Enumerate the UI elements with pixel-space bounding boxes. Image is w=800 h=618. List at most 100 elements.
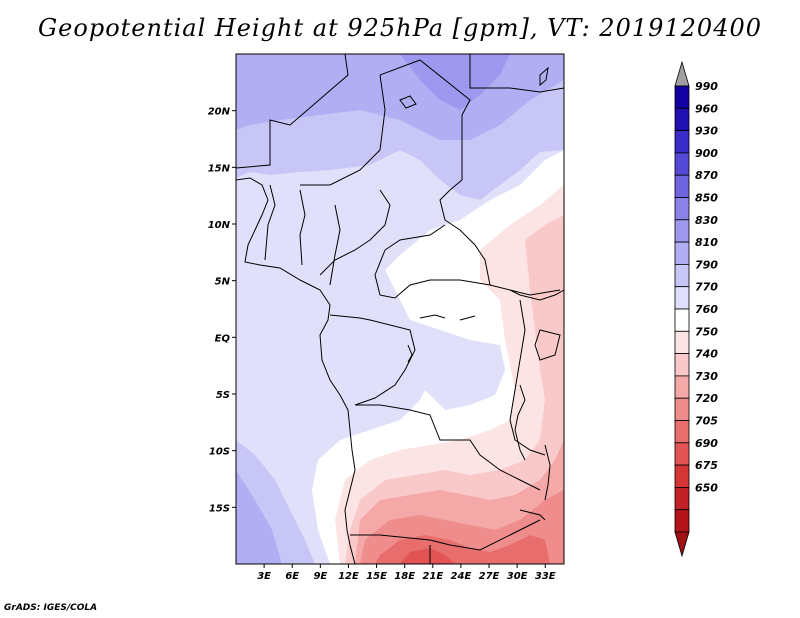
colorbar-swatch xyxy=(674,397,690,421)
colorbar-swatch xyxy=(674,197,690,221)
field-level-690-705 xyxy=(400,548,455,564)
lon-label: 6E xyxy=(285,571,299,582)
colorbar-label: 675 xyxy=(695,459,718,472)
colorbar-swatches xyxy=(674,60,690,558)
river-mark-congo-3 xyxy=(407,344,413,363)
lat-label: 10S xyxy=(209,447,230,458)
border-libya-egypt-sudan xyxy=(469,54,564,93)
border-nigeria-niger xyxy=(319,189,391,276)
colorbar-swatch xyxy=(674,420,690,444)
colorbar-labels: 990 960 930 900 870 850 830 810 790 770 760 750 740 7… xyxy=(695,80,718,494)
field-level-770-790-congo xyxy=(410,320,505,410)
lon-label: 30E xyxy=(507,571,528,582)
colorbar-swatch xyxy=(674,308,690,332)
colorbar-label: 730 xyxy=(695,370,718,383)
border-mauritania-mali xyxy=(236,54,349,169)
colorbar-swatch xyxy=(674,509,690,533)
lat-label: 10N xyxy=(208,220,231,231)
west-africa-coastline xyxy=(236,177,356,564)
colorbar-label: 810 xyxy=(695,236,718,249)
lon-label: 3E xyxy=(257,571,271,582)
colorbar-swatch xyxy=(674,241,690,265)
lat-label: 5S xyxy=(216,390,230,401)
border-chad-car xyxy=(384,224,446,251)
colorbar-label: 870 xyxy=(695,169,718,182)
colorbar-label: 690 xyxy=(695,437,718,450)
map-title: Geopotential Height at 925hPa [gpm], VT:… xyxy=(38,14,762,42)
lake-tanganyika xyxy=(514,384,526,461)
colorbar-swatch xyxy=(674,130,690,154)
border-ivory-ghana xyxy=(299,189,306,266)
lon-label: 9E xyxy=(313,571,327,582)
colorbar-swatch xyxy=(674,107,690,132)
border-ghana-togo-benin xyxy=(329,204,341,286)
colorbar-swatch xyxy=(674,486,690,511)
border-mali-niger xyxy=(300,74,386,186)
border-south-sudan-uganda xyxy=(509,289,564,301)
border-guinea-region xyxy=(264,184,276,261)
lon-label: 15E xyxy=(366,571,387,582)
map-frame xyxy=(235,53,565,565)
colorbar-label: 750 xyxy=(695,325,718,338)
colorbar-label: 760 xyxy=(695,303,718,316)
colorbar-label: 740 xyxy=(695,348,718,361)
lon-label: 18E xyxy=(394,571,415,582)
colorbar-swatch xyxy=(674,442,690,466)
lat-label: 15N xyxy=(208,163,231,174)
colorbar-label: 830 xyxy=(695,214,718,227)
colorbar-label: 705 xyxy=(695,415,718,428)
colorbar-label: 960 xyxy=(695,102,718,115)
lake-malawi xyxy=(544,444,551,501)
lon-label: 12E xyxy=(338,571,359,582)
colorbar-swatch xyxy=(674,330,690,354)
longitude-axis: 3E 6E 9E 12E 15E 18E 21E 24E 27E 30E 33E xyxy=(257,564,556,582)
field-level-830-850 xyxy=(400,54,510,110)
river-mark-congo-2 xyxy=(459,315,476,321)
colorbar-swatch xyxy=(674,464,690,488)
colorbar-label: 930 xyxy=(695,125,718,138)
border-angola-drc-zambia xyxy=(355,404,541,491)
lat-label: 15S xyxy=(209,503,230,514)
latitude-axis: 20N 15N 10N 5N EQ 5S 10S 15S xyxy=(208,107,236,514)
border-car-drc xyxy=(374,249,561,299)
border-angola-namibia xyxy=(350,519,541,551)
zambezi xyxy=(519,509,546,521)
colorbar-swatch xyxy=(674,152,690,176)
coastlines-borders xyxy=(236,54,564,564)
lat-label: 20N xyxy=(208,107,231,118)
colorbar-label: 720 xyxy=(695,392,718,405)
great-lakes-borders xyxy=(509,299,546,456)
lon-label: 24E xyxy=(451,571,472,582)
colorbar-label: 650 xyxy=(695,481,718,494)
lake-mark-north xyxy=(399,95,417,109)
lon-label: 27E xyxy=(479,571,500,582)
border-niger-chad-libya xyxy=(379,59,471,180)
colorbar-swatch xyxy=(674,85,690,109)
colorbar-label: 850 xyxy=(695,192,718,205)
height-field xyxy=(236,54,564,564)
lon-label: 21E xyxy=(422,571,443,582)
field-level-740-750 xyxy=(345,215,564,564)
colorbar-label: 770 xyxy=(695,281,718,294)
colorbar-swatch xyxy=(674,353,690,377)
river-mark-congo-1 xyxy=(419,314,446,319)
colorbar-swatch xyxy=(674,375,690,399)
colorbar-swatch xyxy=(674,219,690,243)
colorbar-swatch xyxy=(674,174,690,198)
nile-delta-mark xyxy=(539,66,549,87)
grads-credit: GrADS: IGES/COLA xyxy=(4,603,98,613)
colorbar-swatch xyxy=(674,286,690,310)
colorbar-arrow-low xyxy=(674,531,690,558)
colorbar-label: 900 xyxy=(695,147,718,160)
colorbar-label: 790 xyxy=(695,258,718,271)
lat-label: 5N xyxy=(215,277,231,288)
border-chad-sudan xyxy=(439,179,491,286)
colorbar-arrow-high xyxy=(674,60,690,87)
lat-label: EQ xyxy=(215,333,231,344)
colorbar-label: 990 xyxy=(695,80,718,93)
lake-victoria xyxy=(534,329,561,361)
colorbar-swatch xyxy=(674,263,690,288)
border-congo-gabon xyxy=(329,314,416,406)
